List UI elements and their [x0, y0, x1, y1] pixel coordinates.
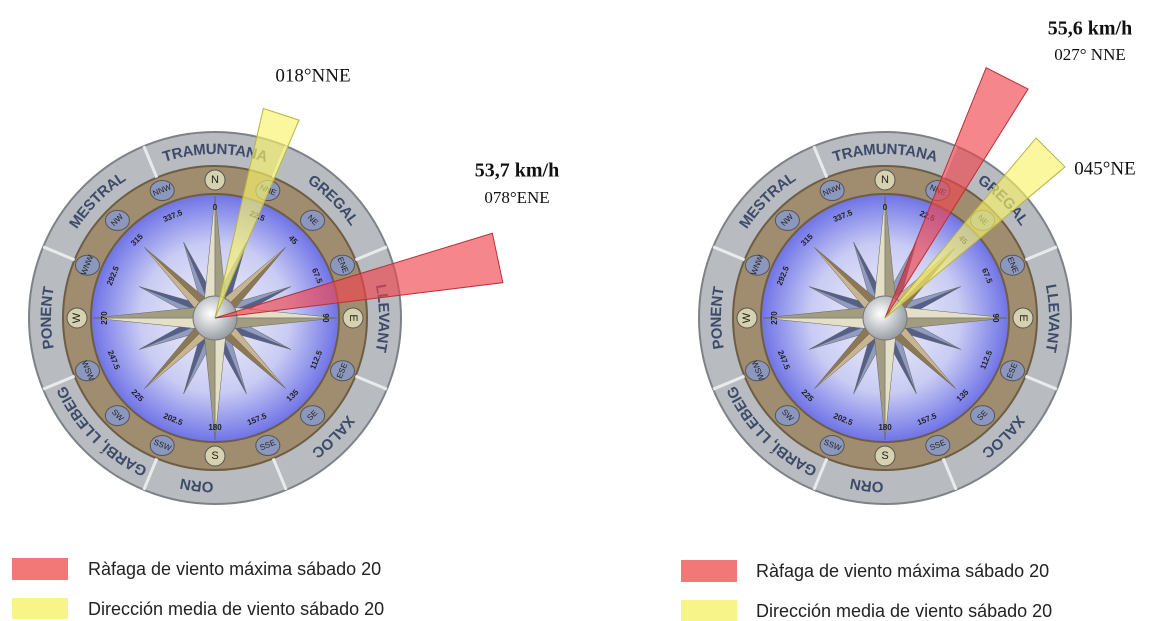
mean-wedge	[884, 137, 1066, 319]
point-label: W	[741, 312, 753, 323]
point-label: S	[211, 450, 218, 462]
degree-label: 0	[883, 203, 888, 212]
degree-label: 90	[991, 314, 1000, 323]
point-badge	[104, 405, 130, 427]
wind-name: PONENT	[708, 285, 728, 350]
point-badge	[745, 254, 771, 276]
point-badge	[204, 169, 226, 191]
ring-divider	[142, 457, 159, 491]
ring-divider	[1024, 374, 1058, 391]
wind-name: PONENT	[38, 285, 58, 350]
wind-name: LLEVANT	[372, 283, 392, 354]
point-badge	[300, 209, 326, 231]
point-badge	[255, 434, 281, 456]
point-badge	[204, 445, 226, 467]
point-label: N	[881, 174, 889, 186]
point-badge	[149, 434, 175, 456]
point-label: W	[71, 312, 83, 323]
ring-divider	[354, 245, 388, 262]
point-badge	[75, 360, 101, 382]
point-badge	[819, 434, 845, 456]
ring-divider	[42, 374, 76, 391]
point-badge	[66, 307, 88, 329]
legend-mean: Dirección media de viento sábado 20	[756, 601, 1052, 621]
ring-divider	[812, 457, 829, 491]
point-badge	[736, 307, 758, 329]
ring-divider	[941, 457, 958, 491]
point-badge	[745, 360, 771, 382]
point-label: N	[211, 174, 219, 186]
degree-label: 180	[208, 423, 222, 432]
wind-name-path: LLEVANT	[372, 283, 392, 354]
point-label: E	[347, 314, 359, 321]
point-badge	[1012, 307, 1034, 329]
ring-divider	[42, 245, 76, 262]
point-badge	[104, 209, 130, 231]
ring-divider	[712, 374, 746, 391]
point-badge	[342, 307, 364, 329]
wind-name-path: PONENT	[38, 285, 58, 350]
ring-divider	[271, 457, 288, 491]
mean-label: 018°NNE	[275, 65, 350, 86]
point-badge	[149, 180, 175, 202]
point-badge	[300, 405, 326, 427]
legend-swatch-gust	[681, 560, 737, 582]
degree-label: 0	[213, 203, 218, 212]
ring-divider	[812, 145, 829, 179]
point-badge	[774, 209, 800, 231]
wind-name: LLEVANT	[1042, 283, 1062, 354]
degree-label: 270	[100, 311, 109, 325]
degree-label: 90	[321, 314, 330, 323]
gust-speed: 53,7 km/h	[475, 160, 559, 182]
point-badge	[999, 254, 1025, 276]
gust-direction: 027° NNE	[1054, 45, 1126, 64]
point-label: E	[1017, 314, 1029, 321]
degree-label: 270	[770, 311, 779, 325]
wind-name-path: PONENT	[708, 285, 728, 350]
point-badge	[75, 254, 101, 276]
ring-divider	[712, 245, 746, 262]
point-badge	[329, 254, 355, 276]
point-badge	[329, 360, 355, 382]
point-label: S	[881, 450, 888, 462]
point-badge	[819, 180, 845, 202]
point-badge	[970, 405, 996, 427]
legend-gust: Ràfaga de viento máxima sábado 20	[756, 561, 1049, 581]
ring-divider	[1024, 245, 1058, 262]
point-badge	[874, 445, 896, 467]
legend-swatch-mean	[681, 600, 737, 621]
gust-wedge	[214, 232, 504, 319]
legend-mean: Dirección media de viento sábado 20	[88, 599, 384, 619]
ring-divider	[354, 374, 388, 391]
ring-divider	[142, 145, 159, 179]
degree-label: 180	[878, 423, 892, 432]
gust-speed: 55,6 km/h	[1048, 18, 1132, 40]
mean-wedge	[214, 107, 300, 319]
point-badge	[774, 405, 800, 427]
point-badge	[925, 434, 951, 456]
point-badge	[999, 360, 1025, 382]
mean-label: 045°NE	[1074, 158, 1135, 179]
wind-name-path: LLEVANT	[1042, 283, 1062, 354]
legend-swatch-gust	[12, 558, 68, 580]
legend-gust: Ràfaga de viento máxima sábado 20	[88, 559, 381, 579]
gust-direction: 078°ENE	[484, 188, 549, 207]
point-badge	[874, 169, 896, 191]
legend-swatch-mean	[12, 598, 68, 619]
gust-wedge	[884, 66, 1029, 319]
